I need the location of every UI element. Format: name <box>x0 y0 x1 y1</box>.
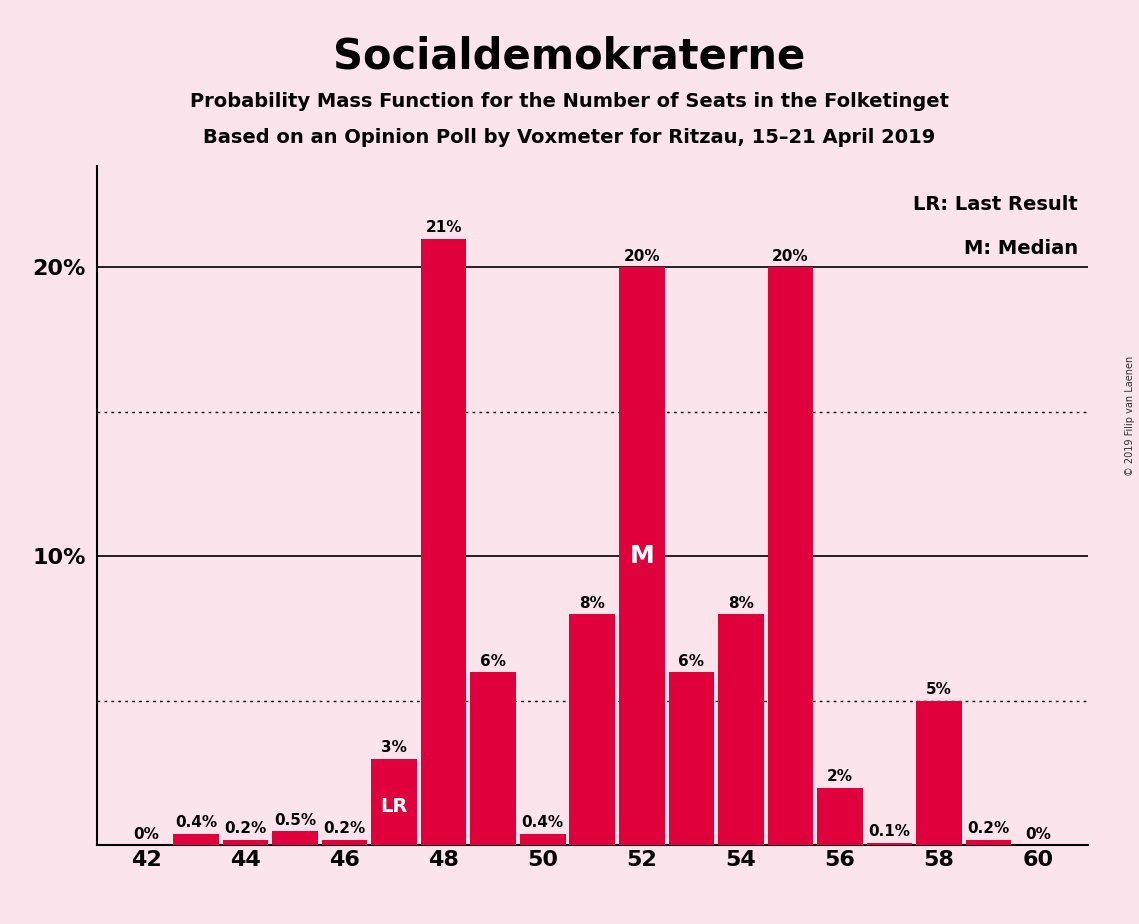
Bar <box>718 614 764 845</box>
Text: 0.5%: 0.5% <box>274 812 316 828</box>
Text: M: M <box>630 544 654 568</box>
Bar <box>570 614 615 845</box>
Text: 2%: 2% <box>827 769 853 784</box>
Text: 0.2%: 0.2% <box>967 821 1010 836</box>
Text: LR: LR <box>380 796 408 816</box>
Bar <box>173 833 219 845</box>
Text: 21%: 21% <box>425 220 462 235</box>
Bar <box>272 831 318 845</box>
Bar <box>817 787 863 845</box>
Bar <box>966 840 1011 845</box>
Text: 0.2%: 0.2% <box>224 821 267 836</box>
Bar <box>222 840 269 845</box>
Text: 8%: 8% <box>728 596 754 611</box>
Text: © 2019 Filip van Laenen: © 2019 Filip van Laenen <box>1125 356 1134 476</box>
Bar <box>321 840 368 845</box>
Text: 0.2%: 0.2% <box>323 821 366 836</box>
Text: 20%: 20% <box>772 249 809 264</box>
Bar <box>519 833 566 845</box>
Bar <box>618 267 665 845</box>
Text: 3%: 3% <box>382 740 407 755</box>
Text: LR: Last Result: LR: Last Result <box>913 195 1077 214</box>
Text: 0.4%: 0.4% <box>175 816 216 831</box>
Bar <box>669 672 714 845</box>
Text: 8%: 8% <box>580 596 605 611</box>
Text: 20%: 20% <box>623 249 661 264</box>
Text: 0.4%: 0.4% <box>522 816 564 831</box>
Text: 6%: 6% <box>481 653 506 669</box>
Text: M: Median: M: Median <box>964 238 1077 258</box>
Bar <box>768 267 813 845</box>
Text: Socialdemokraterne: Socialdemokraterne <box>334 35 805 77</box>
Text: Based on an Opinion Poll by Voxmeter for Ritzau, 15–21 April 2019: Based on an Opinion Poll by Voxmeter for… <box>204 128 935 147</box>
Text: Probability Mass Function for the Number of Seats in the Folketinget: Probability Mass Function for the Number… <box>190 92 949 112</box>
Bar <box>470 672 516 845</box>
Text: 0.1%: 0.1% <box>869 824 910 839</box>
Bar <box>420 238 467 845</box>
Text: 0%: 0% <box>1025 827 1051 842</box>
Text: 0%: 0% <box>133 827 159 842</box>
Text: 5%: 5% <box>926 683 952 698</box>
Text: 6%: 6% <box>679 653 704 669</box>
Bar <box>867 843 912 845</box>
Bar <box>916 701 962 845</box>
Bar <box>371 759 417 845</box>
